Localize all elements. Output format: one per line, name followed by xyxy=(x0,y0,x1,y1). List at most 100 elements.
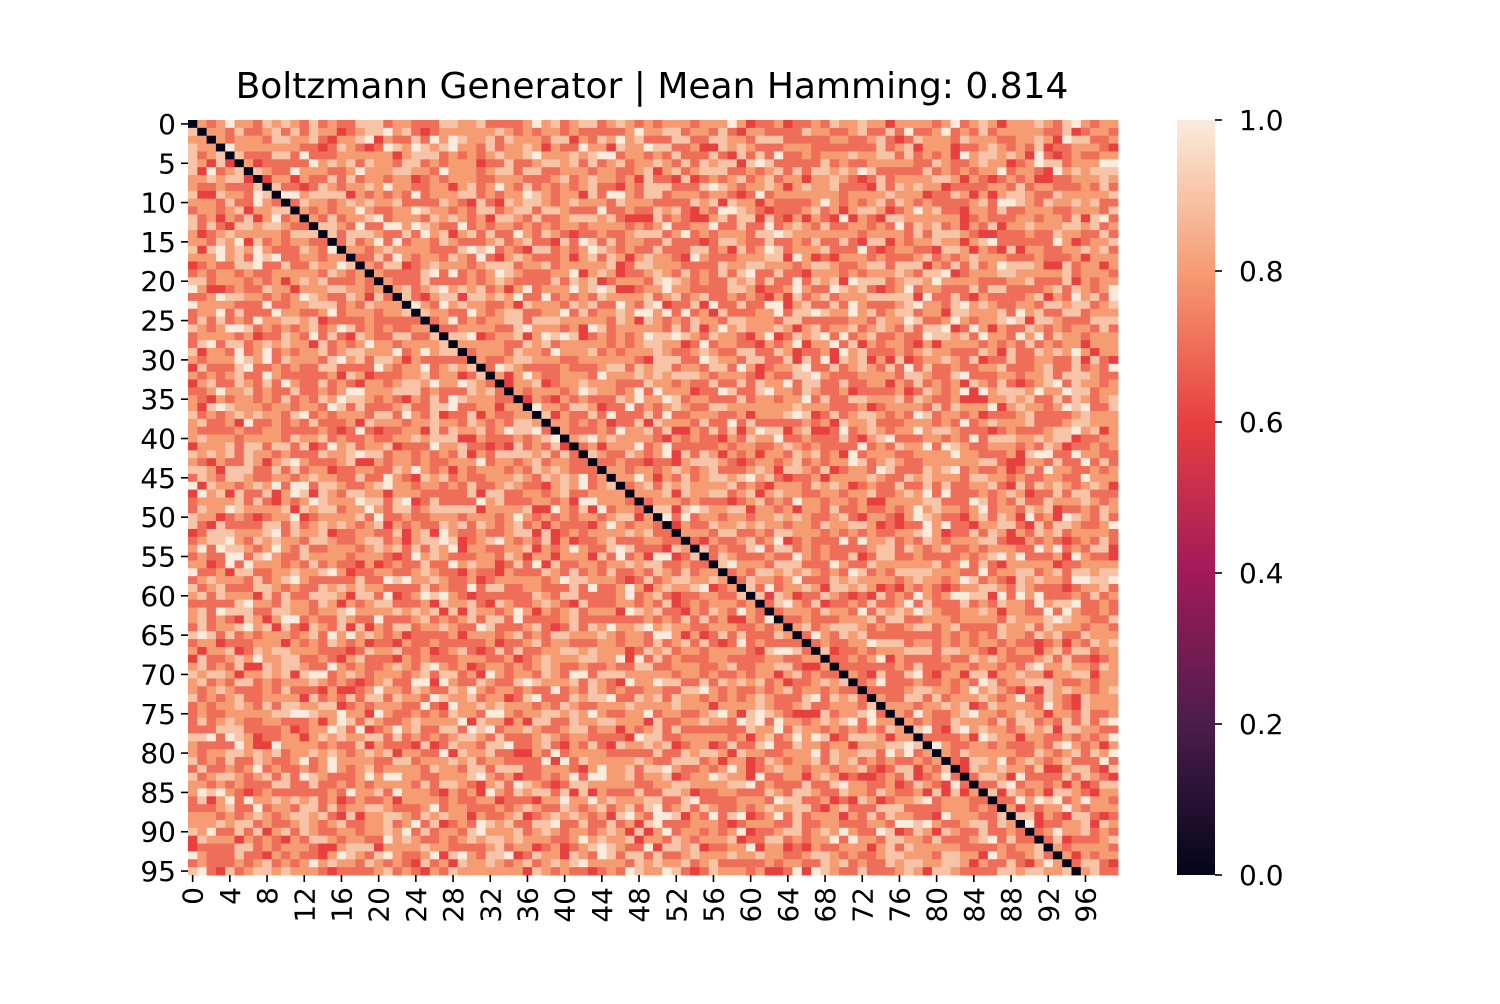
heatmap-cell xyxy=(401,316,412,325)
heatmap-cell xyxy=(736,167,747,176)
heatmap-cell xyxy=(932,182,942,192)
heatmap-cell xyxy=(625,222,635,231)
heatmap-cell xyxy=(1006,481,1017,491)
heatmap-cell xyxy=(820,253,831,262)
heatmap-cell xyxy=(680,253,691,262)
heatmap-cell xyxy=(876,293,886,302)
heatmap-cell xyxy=(894,143,905,152)
heatmap-cell xyxy=(374,135,384,144)
heatmap-cell xyxy=(271,450,282,459)
heatmap-cell xyxy=(1034,151,1044,160)
heatmap-cell xyxy=(225,167,235,176)
heatmap-cell xyxy=(550,285,561,294)
heatmap-cell xyxy=(959,285,970,294)
heatmap-cell xyxy=(969,458,979,467)
heatmap-cell xyxy=(355,198,366,207)
heatmap-cell xyxy=(978,175,989,184)
heatmap-cell xyxy=(401,489,412,498)
heatmap-cell xyxy=(1071,426,1082,435)
heatmap-cell xyxy=(736,308,747,318)
heatmap-cell xyxy=(1034,418,1044,428)
heatmap-cell xyxy=(336,182,347,192)
heatmap-cell xyxy=(411,135,421,144)
heatmap-cell xyxy=(643,473,654,483)
heatmap-cell xyxy=(206,332,217,341)
heatmap-cell xyxy=(625,387,635,396)
heatmap-cell xyxy=(1006,120,1017,129)
heatmap-cell xyxy=(671,245,682,255)
heatmap-cell xyxy=(773,308,784,318)
heatmap-cell xyxy=(680,340,691,349)
heatmap-cell xyxy=(597,363,607,373)
heatmap-cell xyxy=(467,127,477,137)
heatmap-cell xyxy=(736,418,747,428)
heatmap-cell xyxy=(243,237,254,247)
heatmap-cell xyxy=(318,175,328,184)
heatmap-cell xyxy=(532,348,542,357)
heatmap-cell xyxy=(625,324,635,333)
heatmap-cell xyxy=(448,143,459,152)
heatmap-cell xyxy=(215,497,226,506)
heatmap-cell xyxy=(355,253,366,262)
heatmap-cell xyxy=(560,442,570,451)
heatmap-cell xyxy=(374,175,384,184)
heatmap-cell xyxy=(1043,355,1054,365)
heatmap-cell xyxy=(346,387,356,396)
heatmap-cell xyxy=(690,230,700,239)
heatmap-cell xyxy=(290,120,300,129)
heatmap-cell xyxy=(225,253,235,262)
heatmap-cell xyxy=(801,410,812,420)
heatmap-cell xyxy=(448,340,459,349)
heatmap-cell xyxy=(308,442,319,451)
heatmap-cell xyxy=(987,135,998,144)
heatmap-cell xyxy=(727,159,738,168)
heatmap-cell xyxy=(950,182,961,192)
heatmap-cell xyxy=(541,371,552,380)
heatmap-cell xyxy=(708,473,719,483)
heatmap-cell xyxy=(457,253,468,262)
heatmap-cell xyxy=(494,505,505,514)
heatmap-cell xyxy=(959,135,970,144)
heatmap-cell xyxy=(578,237,589,247)
heatmap-cell xyxy=(615,214,626,223)
heatmap-cell xyxy=(764,237,775,247)
heatmap-cell xyxy=(764,222,775,231)
heatmap-cell xyxy=(494,277,505,286)
heatmap-cell xyxy=(876,300,886,310)
heatmap-cell xyxy=(653,198,663,207)
heatmap-cell xyxy=(969,450,979,459)
heatmap-cell xyxy=(392,206,403,215)
heatmap-cell xyxy=(792,285,803,294)
heatmap-cell xyxy=(857,410,868,420)
heatmap-cell xyxy=(643,230,654,239)
heatmap-cell xyxy=(783,206,793,215)
heatmap-cell xyxy=(922,379,933,388)
heatmap-cell xyxy=(773,450,784,459)
heatmap-cell xyxy=(792,410,803,420)
heatmap-cell xyxy=(736,410,747,420)
heatmap-cell xyxy=(941,222,951,231)
heatmap-cell xyxy=(801,434,812,443)
heatmap-cell xyxy=(1062,120,1072,129)
heatmap-cell xyxy=(308,120,319,129)
heatmap-cell xyxy=(811,269,821,278)
heatmap-cell xyxy=(364,120,375,129)
heatmap-cell xyxy=(811,175,821,184)
heatmap-cell xyxy=(950,135,961,144)
heatmap-cell xyxy=(485,300,496,310)
heatmap-cell xyxy=(504,190,514,200)
heatmap-cell xyxy=(541,120,552,129)
heatmap-cell xyxy=(699,143,710,152)
heatmap-cell xyxy=(606,245,617,255)
heatmap-cell xyxy=(950,426,961,435)
heatmap-cell xyxy=(1071,308,1082,318)
heatmap-cell xyxy=(355,316,366,325)
heatmap-cell xyxy=(188,355,198,365)
heatmap-cell xyxy=(327,182,338,192)
heatmap-cell xyxy=(839,497,849,506)
heatmap-cell xyxy=(262,120,273,129)
heatmap-cell xyxy=(541,127,552,137)
heatmap-cell xyxy=(188,348,198,357)
heatmap-cell xyxy=(932,497,942,506)
heatmap-cell xyxy=(1034,277,1044,286)
